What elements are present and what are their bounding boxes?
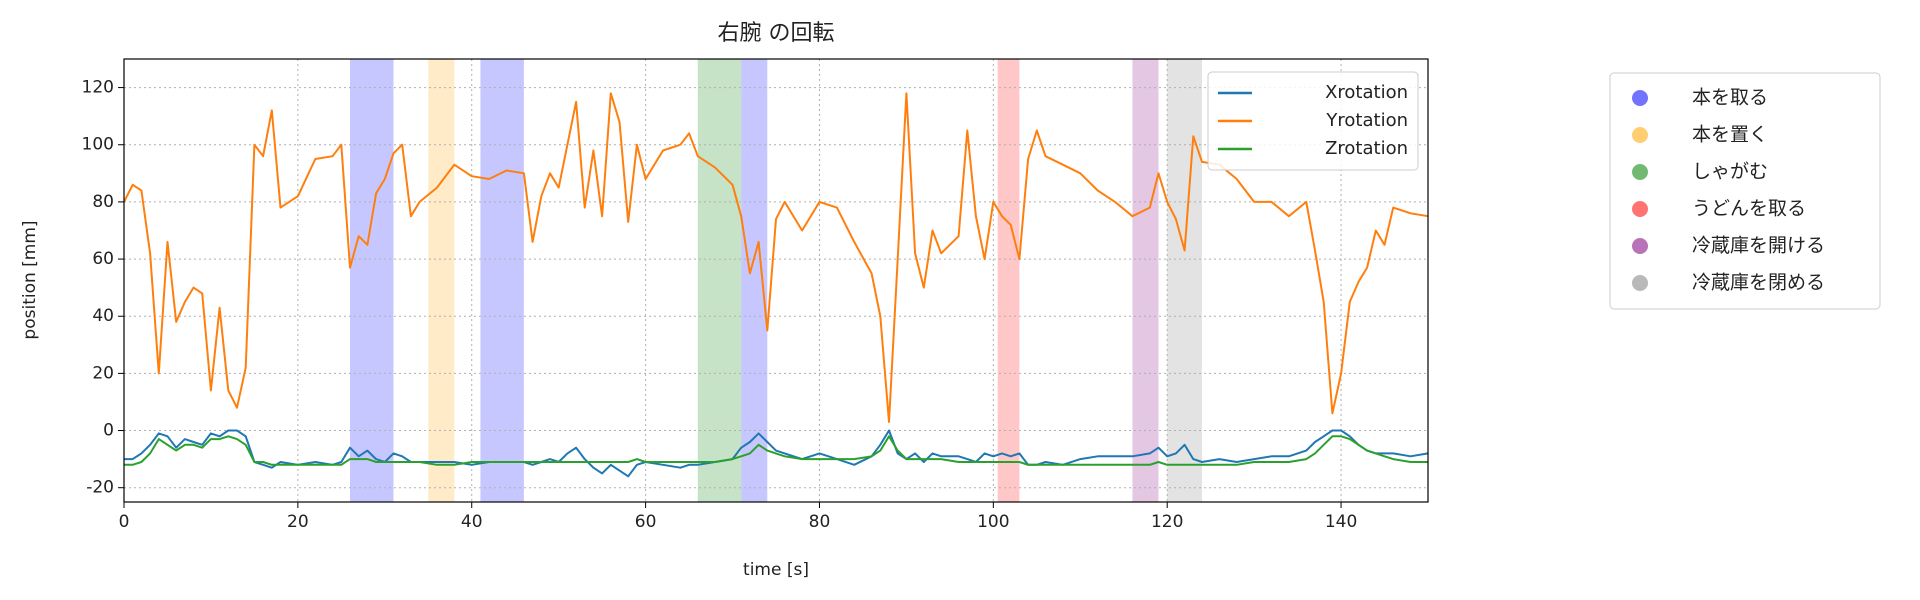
x-tick-label: 60 [635,512,657,532]
legend-box [1207,71,1419,171]
legend-label: Zrotation [1325,138,1408,159]
y-tick-label: -20 [86,478,114,498]
x-tick-label: 20 [287,512,309,532]
activity-span [1132,59,1159,502]
x-tick-label: 0 [119,512,130,532]
y-tick-label: 60 [92,249,114,269]
y-tick-label: 120 [82,78,114,98]
legend-label: しゃがむ [1692,161,1768,183]
legend-marker [1632,238,1648,254]
activity-span [428,59,455,502]
data-line [124,429,1429,478]
y-tick-label: 100 [82,135,114,155]
legend-label: Yrotation [1325,110,1408,131]
x-tick-label: 80 [809,512,831,532]
data-line [123,92,1429,423]
x-tick-label: 140 [1325,512,1357,532]
y-tick-label: 20 [92,363,114,383]
x-axis-label: time [s] [743,560,809,580]
y-axis-label: position [mm] [20,220,40,339]
activity-span [480,59,524,502]
x-tick-label: 120 [1151,512,1183,532]
legend-marker [1632,90,1648,106]
activity-span [997,59,1020,502]
legend-label: 本を置く [1692,124,1768,146]
legend-marker [1632,275,1648,291]
y-tick-label: 0 [103,421,114,441]
legend-marker [1632,201,1648,217]
activity-span [1167,59,1202,502]
data-line [124,435,1428,466]
legend-label: Xrotation [1325,82,1408,103]
x-tick-label: 40 [461,512,483,532]
y-tick-label: 80 [92,192,114,212]
legend-marker [1632,127,1648,143]
chart-title: 右腕 の回転 [718,21,835,46]
activity-legend-box [1609,72,1881,310]
axes-frame [123,58,1429,503]
x-tick-label: 100 [977,512,1009,532]
legend-marker [1632,164,1648,180]
legend-label: 冷蔵庫を開ける [1692,235,1825,257]
legend-label: うどんを取る [1692,198,1806,220]
y-tick-label: 40 [92,306,114,326]
legend-label: 冷蔵庫を閉める [1692,272,1825,294]
activity-span [350,59,394,502]
activity-span [697,59,742,502]
legend-label: 本を取る [1692,87,1768,109]
